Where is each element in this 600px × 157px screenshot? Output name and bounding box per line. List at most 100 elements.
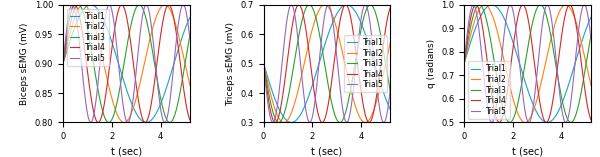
Trial3 [383,71,391,73]
Trial1 [343,4,350,6]
Trial2 [260,63,267,65]
Trial1 [383,101,391,103]
Trial4 [383,20,391,22]
Line: Trial2: Trial2 [63,5,190,122]
Trial1 [287,122,295,123]
Trial3 [519,78,526,80]
Trial1 [183,25,190,27]
Trial3 [476,4,483,6]
Trial4 [542,122,550,123]
Trial1 [584,24,591,26]
Trial5 [319,34,326,36]
Line: Trial3: Trial3 [464,5,591,122]
Trial1 [143,122,150,123]
Trial1 [160,97,167,99]
Trial1 [118,72,125,74]
Trial1 [467,42,474,43]
Trial4 [318,122,325,123]
Trial3 [584,55,591,57]
Trial2 [383,57,391,59]
Trial2 [160,4,167,6]
Trial4 [560,19,568,21]
Trial4 [319,122,326,123]
Line: Trial5: Trial5 [263,5,391,122]
Trial3 [584,55,591,57]
Trial2 [460,63,467,65]
Trial2 [161,4,169,6]
Trial5 [66,10,73,12]
Trial1 [587,16,595,18]
Trial3 [183,55,190,57]
Trial2 [183,69,190,70]
Trial1 [187,16,194,18]
Trial5 [179,4,187,6]
Trial3 [387,91,394,93]
Line: Trial2: Trial2 [464,5,591,122]
Trial2 [519,120,526,122]
Trial4 [142,122,149,123]
Trial5 [118,91,125,93]
Trial2 [521,122,529,123]
Trial3 [383,70,391,72]
Trial1 [387,109,394,111]
Trial4 [183,105,190,107]
X-axis label: t (sec): t (sec) [512,147,543,157]
Trial4 [383,21,391,22]
Trial1 [66,42,73,43]
Trial3 [74,4,82,6]
Trial2 [587,84,595,86]
Y-axis label: Triceps sEMG (mV): Triceps sEMG (mV) [226,22,235,106]
Line: Trial5: Trial5 [464,5,591,122]
Trial3 [460,63,467,65]
Legend: Trial1, Trial2, Trial3, Trial4, Trial5: Trial1, Trial2, Trial3, Trial4, Trial5 [67,8,109,66]
Trial5 [160,119,167,121]
Trial2 [183,68,190,70]
Trial4 [387,6,394,8]
Trial5 [183,12,190,14]
Line: Trial4: Trial4 [263,5,391,122]
Line: Trial1: Trial1 [63,5,190,122]
Trial5 [380,122,388,123]
Trial5 [266,115,274,117]
Trial1 [460,63,467,65]
Trial3 [467,26,474,28]
Trial4 [183,105,190,107]
Trial2 [318,5,325,7]
Trial2 [322,4,329,6]
Trial3 [260,63,267,65]
Trial1 [266,84,274,86]
Line: Trial1: Trial1 [263,5,391,122]
Trial3 [360,18,367,19]
Trial1 [121,83,128,85]
Trial2 [387,41,394,43]
Trial2 [360,121,367,123]
Trial5 [560,119,568,121]
Trial5 [460,63,467,65]
Line: Trial5: Trial5 [63,5,190,122]
Trial4 [118,4,125,6]
Trial3 [187,34,194,36]
Trial2 [562,4,569,6]
Trial2 [266,91,274,93]
Trial2 [118,120,125,122]
Trial4 [519,4,526,6]
Trial2 [66,34,73,36]
Trial5 [121,114,128,116]
Trial5 [59,63,67,65]
Line: Trial3: Trial3 [63,5,190,122]
Trial1 [544,122,551,123]
Trial4 [342,4,349,6]
Trial4 [360,106,367,108]
Trial4 [187,119,194,121]
Trial2 [121,122,128,123]
Y-axis label: q (radians): q (radians) [427,39,436,88]
Trial2 [467,34,474,36]
Trial5 [287,4,295,6]
Trial4 [584,105,591,107]
Trial5 [187,38,194,40]
Trial2 [560,4,568,6]
Trial5 [488,122,496,123]
X-axis label: t (sec): t (sec) [111,147,142,157]
Trial1 [87,4,94,6]
Trial4 [522,9,529,11]
